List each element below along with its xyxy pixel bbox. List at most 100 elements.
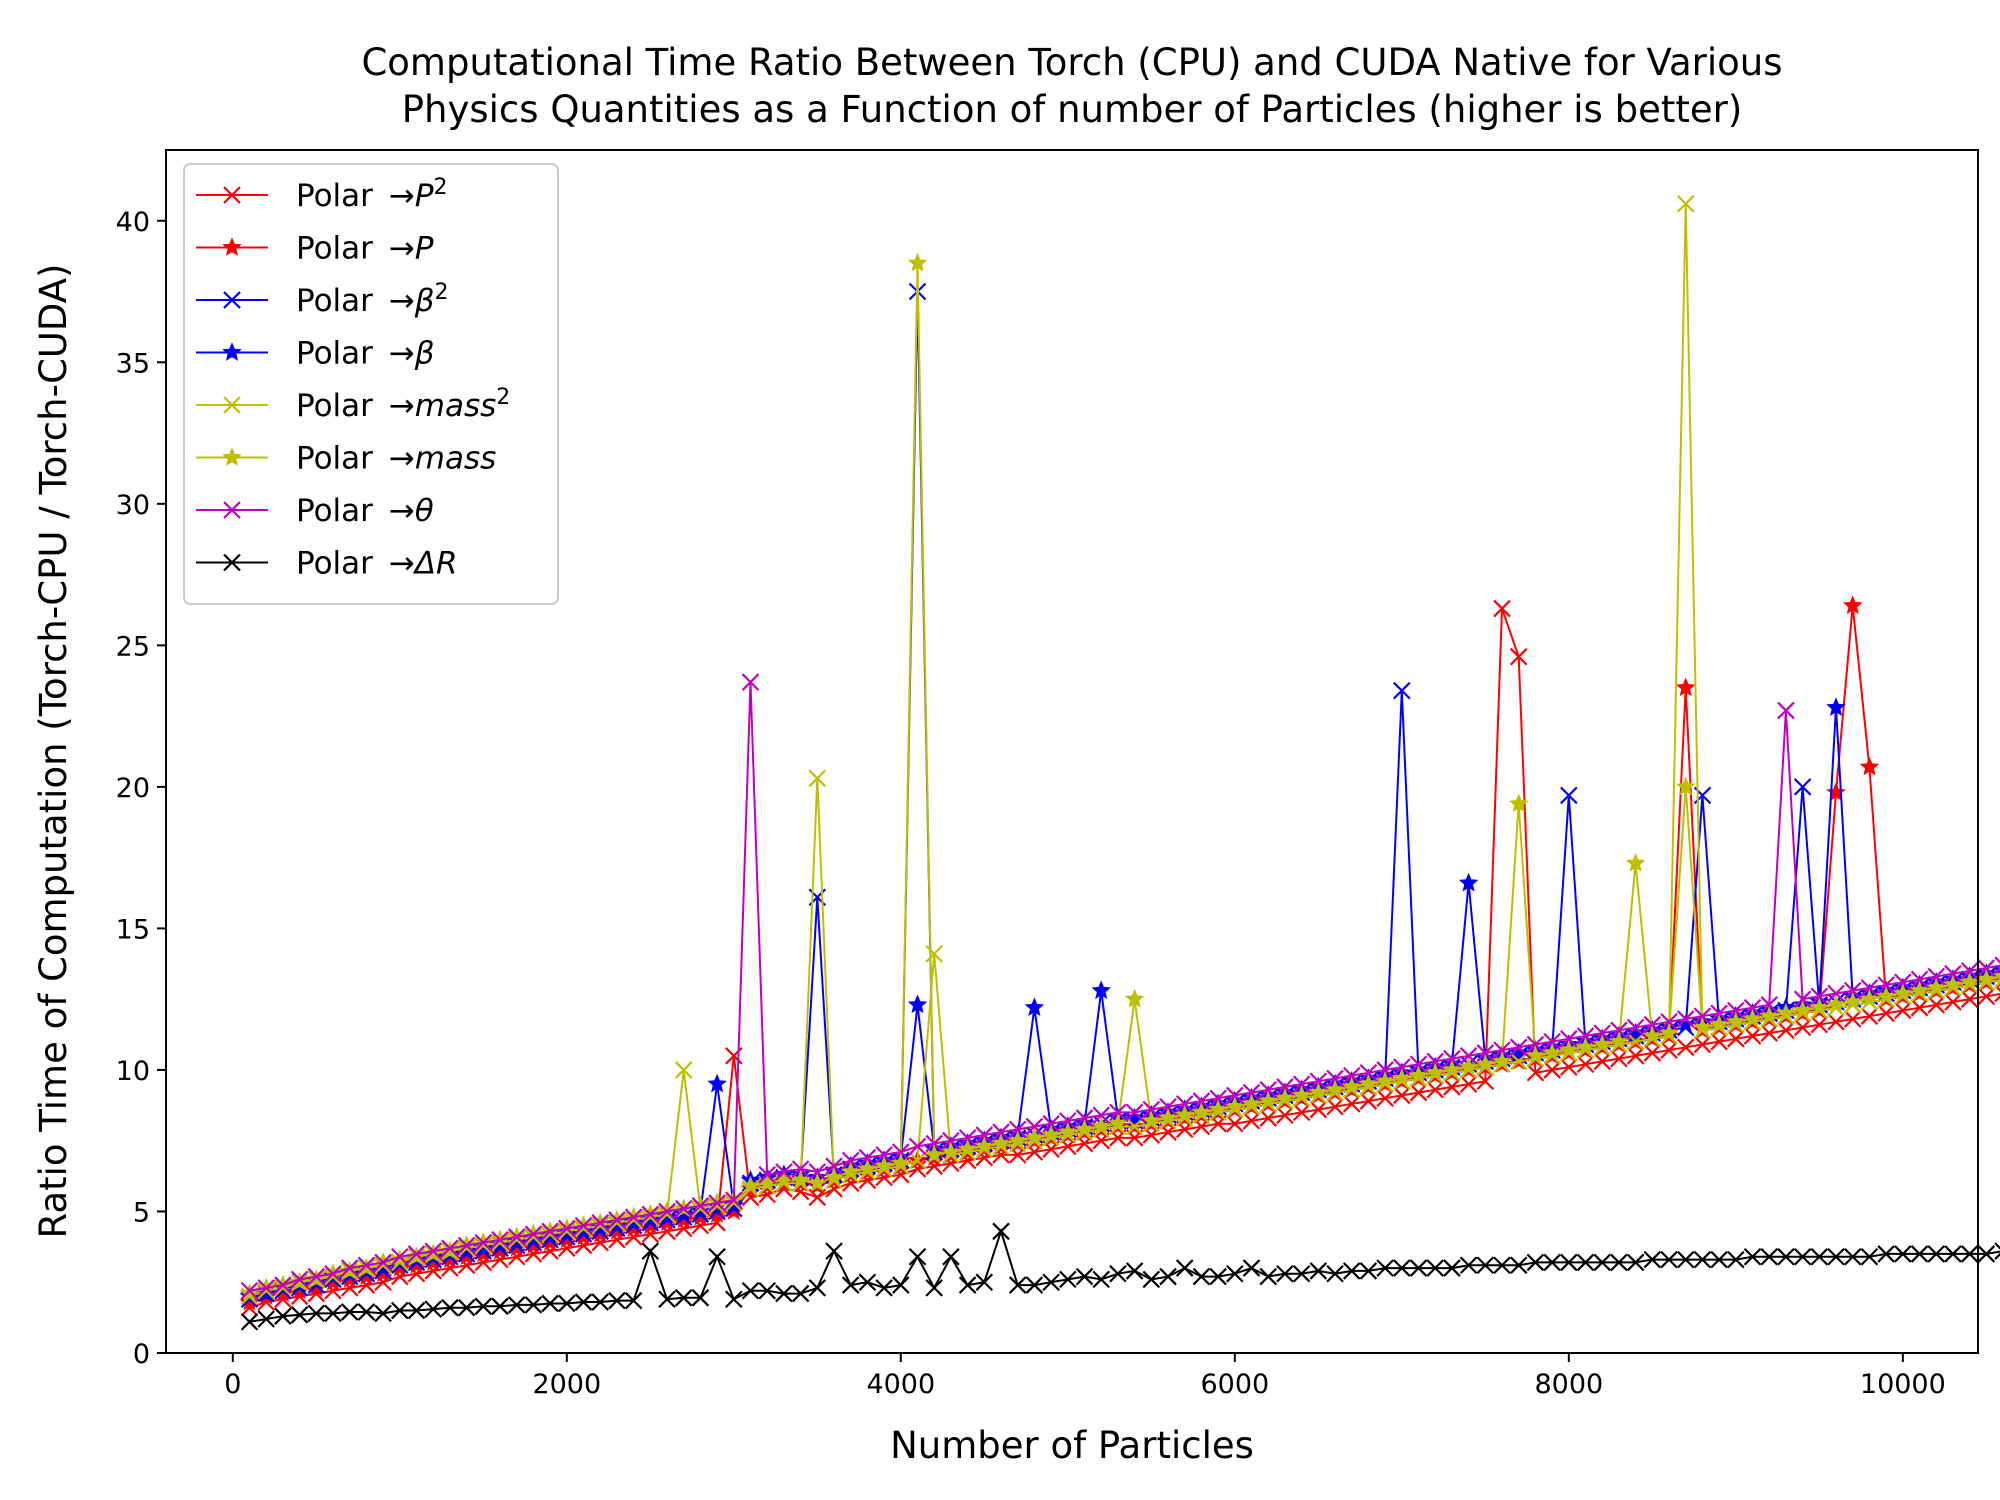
data-point: [741, 1281, 760, 1300]
data-point: [925, 1279, 943, 1297]
data-point: [1309, 1072, 1328, 1091]
data-point: [1024, 1127, 1045, 1147]
plot-frame: [165, 149, 1979, 1354]
data-point: [892, 1143, 910, 1161]
data-point: [1242, 1083, 1261, 1102]
x-tick-label: 4000: [866, 1369, 935, 1400]
data-point: [1793, 1018, 1812, 1037]
data-point: [1159, 1097, 1177, 1116]
data-point: [1309, 1100, 1328, 1119]
data-point: [1543, 1032, 1561, 1051]
data-point: [1326, 1264, 1344, 1283]
data-point: [1359, 1063, 1378, 1082]
data-point: [674, 1199, 693, 1218]
data-point: [374, 1304, 392, 1323]
legend-label: Polar →β2: [296, 280, 449, 319]
data-point: [1610, 1021, 1628, 1040]
data-point: [1976, 969, 1997, 988]
data-point: [907, 994, 928, 1014]
data-point: [725, 1191, 743, 1209]
data-point: [1475, 1053, 1496, 1073]
data-point: [1560, 786, 1578, 805]
data-point: [1359, 1262, 1378, 1280]
data-point: [841, 1151, 860, 1170]
data-point: [424, 1300, 442, 1318]
data-point: [1459, 1075, 1478, 1093]
data-point: [1041, 1124, 1061, 1144]
data-point: [457, 1298, 476, 1317]
data-point: [340, 1259, 359, 1277]
data-point: [658, 1290, 676, 1308]
y-tick-label: 20: [116, 773, 150, 804]
data-point: [274, 1276, 292, 1294]
data-point: [1092, 1270, 1111, 1289]
data-point: [1376, 1089, 1394, 1108]
data-point: [374, 1253, 392, 1272]
data-point: [1309, 1262, 1328, 1280]
data-point: [1693, 1035, 1712, 1054]
data-point: [1777, 1021, 1795, 1040]
data-point: [624, 1291, 643, 1310]
data-point: [673, 1204, 694, 1223]
data-point: [974, 1136, 995, 1155]
data-point: [691, 1289, 710, 1307]
y-tick-label: 40: [116, 207, 150, 238]
data-point: [290, 1270, 309, 1289]
data-point: [624, 1208, 643, 1226]
data-point: [274, 1307, 292, 1325]
data-point: [807, 1172, 828, 1192]
data-point: [1125, 1262, 1144, 1280]
legend-entry-6: Polar →θ: [196, 493, 434, 529]
y-tick-label: 15: [116, 914, 150, 945]
data-point: [1810, 987, 1829, 1006]
data-point: [1358, 1073, 1379, 1093]
data-point: [1058, 1121, 1078, 1141]
data-point: [1125, 1103, 1144, 1122]
data-point: [825, 1157, 843, 1175]
data-point: [775, 1163, 793, 1181]
data-point: [1994, 1242, 2000, 1260]
legend-entry-3: Polar →β: [196, 336, 435, 372]
data-point: [1826, 994, 1846, 1014]
data-point: [1876, 985, 1896, 1005]
data-point: [924, 1144, 945, 1164]
data-point: [1810, 1015, 1829, 1034]
data-point: [825, 1242, 843, 1260]
legend-marker: [223, 186, 241, 204]
data-point: [1276, 1078, 1294, 1096]
data-point: [1675, 677, 1696, 697]
data-point: [1626, 1253, 1645, 1272]
data-point: [841, 1276, 860, 1294]
data-point: [239, 1283, 260, 1302]
data-point: [1125, 1117, 1144, 1136]
data-point: [1108, 1113, 1128, 1133]
data-point: [1308, 1082, 1329, 1101]
legend-entry-7: Polar →ΔR: [196, 546, 458, 582]
plot-area: [239, 195, 2000, 1331]
data-point: [1141, 1110, 1162, 1130]
data-point: [1008, 1276, 1027, 1294]
data-point: [558, 1219, 576, 1238]
legend-label: Polar →ΔR: [296, 546, 458, 582]
data-point: [1593, 1024, 1612, 1042]
data-point: [1927, 1245, 1946, 1263]
x-tick-label: 8000: [1534, 1369, 1603, 1400]
data-point: [1409, 1259, 1428, 1277]
y-tick-label: 35: [116, 348, 150, 379]
data-point: [1692, 1017, 1713, 1036]
data-point: [1442, 1059, 1462, 1079]
data-point: [640, 1209, 661, 1229]
legend-entry-0: Polar →P2: [196, 175, 447, 214]
y-tick-label: 10: [116, 1056, 150, 1087]
data-point: [1859, 988, 1880, 1008]
data-point: [1593, 1253, 1612, 1272]
legend: Polar →P2 Polar →P Polar →β2 Polar →β Polar …: [183, 163, 559, 605]
data-point: [1676, 1250, 1695, 1269]
data-point: [1025, 1117, 1044, 1136]
data-point: [1827, 1013, 1845, 1031]
data-point: [1926, 977, 1947, 997]
data-point: [524, 1225, 543, 1243]
data-point: [1226, 1264, 1244, 1283]
data-point: [574, 1293, 593, 1311]
legend-marker: [222, 237, 242, 256]
